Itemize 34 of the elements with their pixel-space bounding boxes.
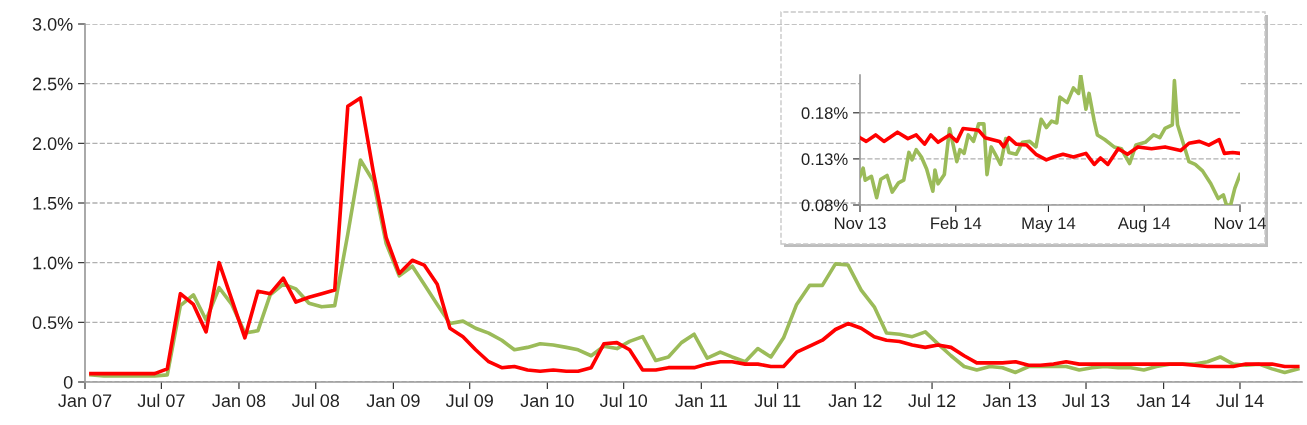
- x-tick-label: Nov 13: [834, 217, 886, 230]
- y-tick-label: 0.18%: [801, 107, 848, 119]
- x-tick-label: Jan 07: [58, 394, 112, 408]
- x-tick-label: Jul 10: [599, 393, 648, 408]
- y-tick-label: 2.0%: [32, 137, 73, 151]
- x-tick-label: Jul 07: [137, 393, 185, 408]
- y-tick-label: 0.08%: [801, 199, 848, 212]
- y-tick-label: 1.5%: [33, 197, 73, 210]
- y-tick-label: 0: [63, 375, 73, 389]
- x-tick-label: Jan 08: [212, 394, 266, 408]
- y-tick-label: 0.13%: [801, 153, 848, 166]
- x-tick-label: Jan 11: [675, 394, 727, 408]
- y-tick-label: 3.0%: [32, 17, 73, 31]
- y-tick-label: 1.0%: [33, 256, 73, 270]
- line-series: [860, 126, 1240, 167]
- line-series: [89, 96, 1300, 376]
- x-tick-label: Jan 14: [1136, 394, 1191, 408]
- x-tick-label: Jan 13: [982, 394, 1036, 408]
- x-tick-label: Jul 13: [1062, 393, 1110, 408]
- x-tick-label: Aug 14: [1117, 217, 1171, 233]
- x-tick-label: Jul 12: [908, 393, 956, 408]
- x-tick-label: Jul 09: [445, 393, 493, 408]
- x-tick-label: Feb 14: [931, 216, 982, 230]
- x-tick-label: Nov 14: [1214, 217, 1266, 230]
- line-series: [860, 75, 1240, 205]
- x-tick-label: May 14: [1022, 217, 1076, 233]
- x-tick-label: Jul 08: [291, 393, 340, 408]
- x-tick-label: Jan 09: [366, 394, 420, 408]
- y-tick-label: 0.5%: [32, 316, 73, 330]
- x-tick-label: Jul 14: [1216, 393, 1264, 408]
- y-tick-label: 2.5%: [32, 77, 73, 91]
- x-tick-label: Jan 12: [828, 394, 882, 408]
- x-tick-label: Jul 11: [754, 393, 801, 408]
- x-tick-label: Jan 10: [520, 394, 574, 408]
